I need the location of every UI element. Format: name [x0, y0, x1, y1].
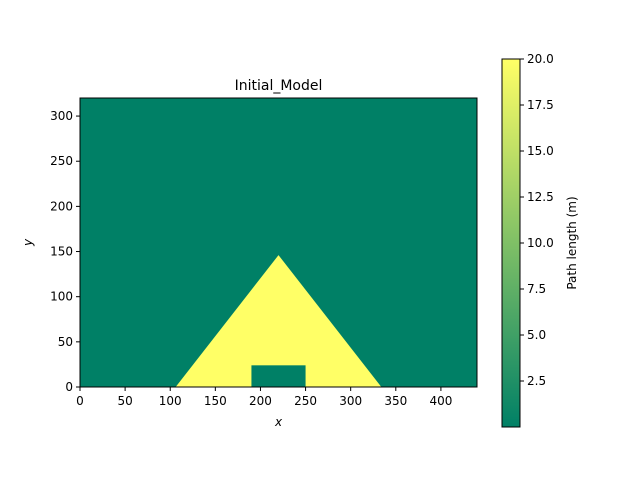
colorbar-gradient — [501, 58, 521, 428]
colorbar-tick-label: 15.0 — [527, 144, 554, 158]
x-tick-label: 200 — [249, 394, 272, 408]
x-tick-label: 50 — [117, 394, 132, 408]
x-tick-label: 0 — [76, 394, 84, 408]
y-tick-label: 100 — [50, 290, 73, 304]
y-tick-label: 0 — [65, 380, 73, 394]
colorbar-tick-label: 5.0 — [527, 328, 546, 342]
x-axis: 0 50 100 150 200 250 300 350 400 — [76, 387, 452, 408]
colorbar-tick-label: 2.5 — [527, 374, 546, 388]
region-chamber — [251, 365, 306, 387]
colorbar-tick-label: 20.0 — [527, 52, 554, 66]
x-tick-label: 350 — [384, 394, 407, 408]
x-tick-label: 100 — [159, 394, 182, 408]
colorbar-label: Path length (m) — [565, 196, 579, 289]
colorbar-tick-label: 17.5 — [527, 98, 554, 112]
y-tick-label: 200 — [50, 199, 73, 213]
y-axis-label: y — [21, 238, 35, 247]
chart-title: Initial_Model — [235, 78, 323, 94]
x-axis-label: x — [274, 415, 283, 429]
y-tick-label: 250 — [50, 154, 73, 168]
colorbar-tick-label: 10.0 — [527, 236, 554, 250]
y-tick-label: 150 — [50, 245, 73, 259]
x-tick-label: 400 — [429, 394, 452, 408]
colorbar: 2.5 5.0 7.5 10.0 12.5 15.0 17.5 20.0 Path lengt… — [501, 52, 579, 428]
plot-area — [79, 97, 478, 388]
colorbar-tick-label: 7.5 — [527, 282, 546, 296]
x-tick-label: 250 — [294, 394, 317, 408]
y-tick-label: 300 — [50, 109, 73, 123]
y-tick-label: 50 — [58, 335, 73, 349]
x-tick-label: 300 — [339, 394, 362, 408]
x-tick-label: 150 — [204, 394, 227, 408]
region-pyramid — [175, 255, 382, 387]
plot-frame — [79, 97, 478, 388]
colorbar-tick-label: 12.5 — [527, 190, 554, 204]
y-axis: 0 50 100 150 200 250 300 — [50, 109, 80, 394]
